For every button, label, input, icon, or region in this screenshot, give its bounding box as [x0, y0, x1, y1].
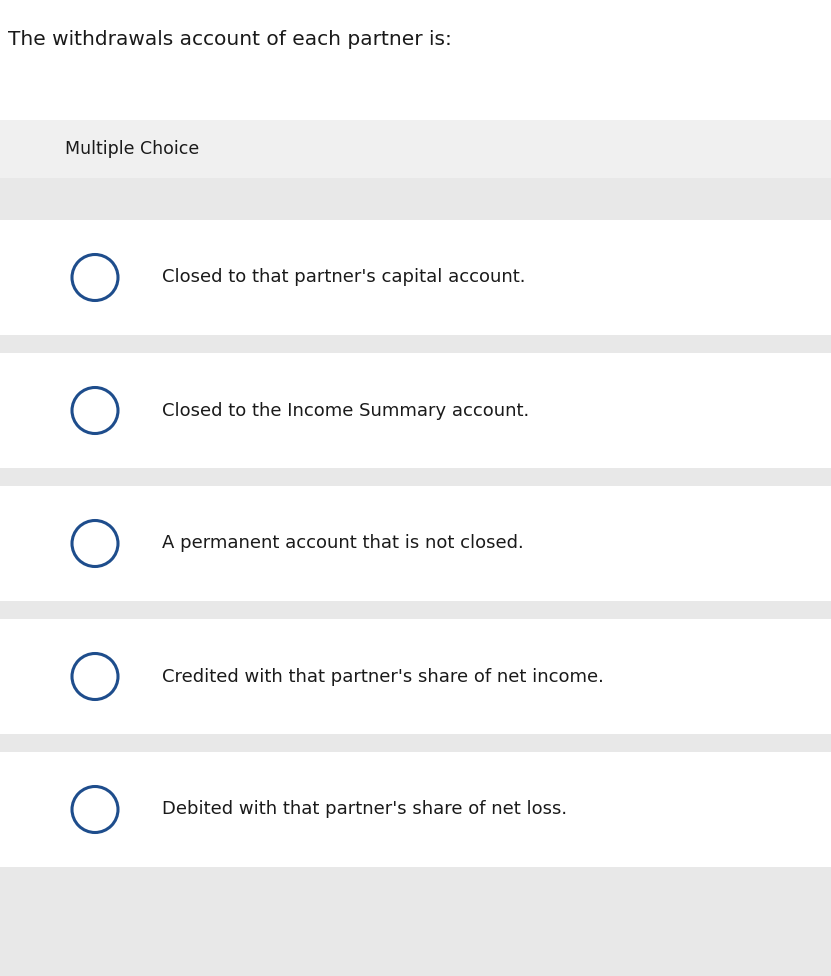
Bar: [0, 178, 831, 220]
Text: Credited with that partner's share of net income.: Credited with that partner's share of ne…: [162, 668, 604, 685]
Bar: [0, 335, 831, 353]
Text: A permanent account that is not closed.: A permanent account that is not closed.: [162, 535, 524, 552]
Bar: [0, 752, 831, 867]
Bar: [0, 120, 831, 178]
Bar: [0, 486, 831, 601]
Bar: [0, 867, 831, 885]
Bar: [0, 353, 831, 468]
Text: Debited with that partner's share of net loss.: Debited with that partner's share of net…: [162, 800, 567, 819]
Bar: [0, 468, 831, 486]
Bar: [0, 0, 831, 120]
Text: The withdrawals account of each partner is:: The withdrawals account of each partner …: [8, 30, 452, 49]
Bar: [0, 220, 831, 335]
Bar: [0, 601, 831, 619]
Text: Multiple Choice: Multiple Choice: [65, 140, 199, 158]
Text: Closed to the Income Summary account.: Closed to the Income Summary account.: [162, 401, 529, 420]
Bar: [0, 885, 831, 976]
Bar: [0, 734, 831, 752]
Bar: [0, 619, 831, 734]
Text: Closed to that partner's capital account.: Closed to that partner's capital account…: [162, 268, 525, 287]
